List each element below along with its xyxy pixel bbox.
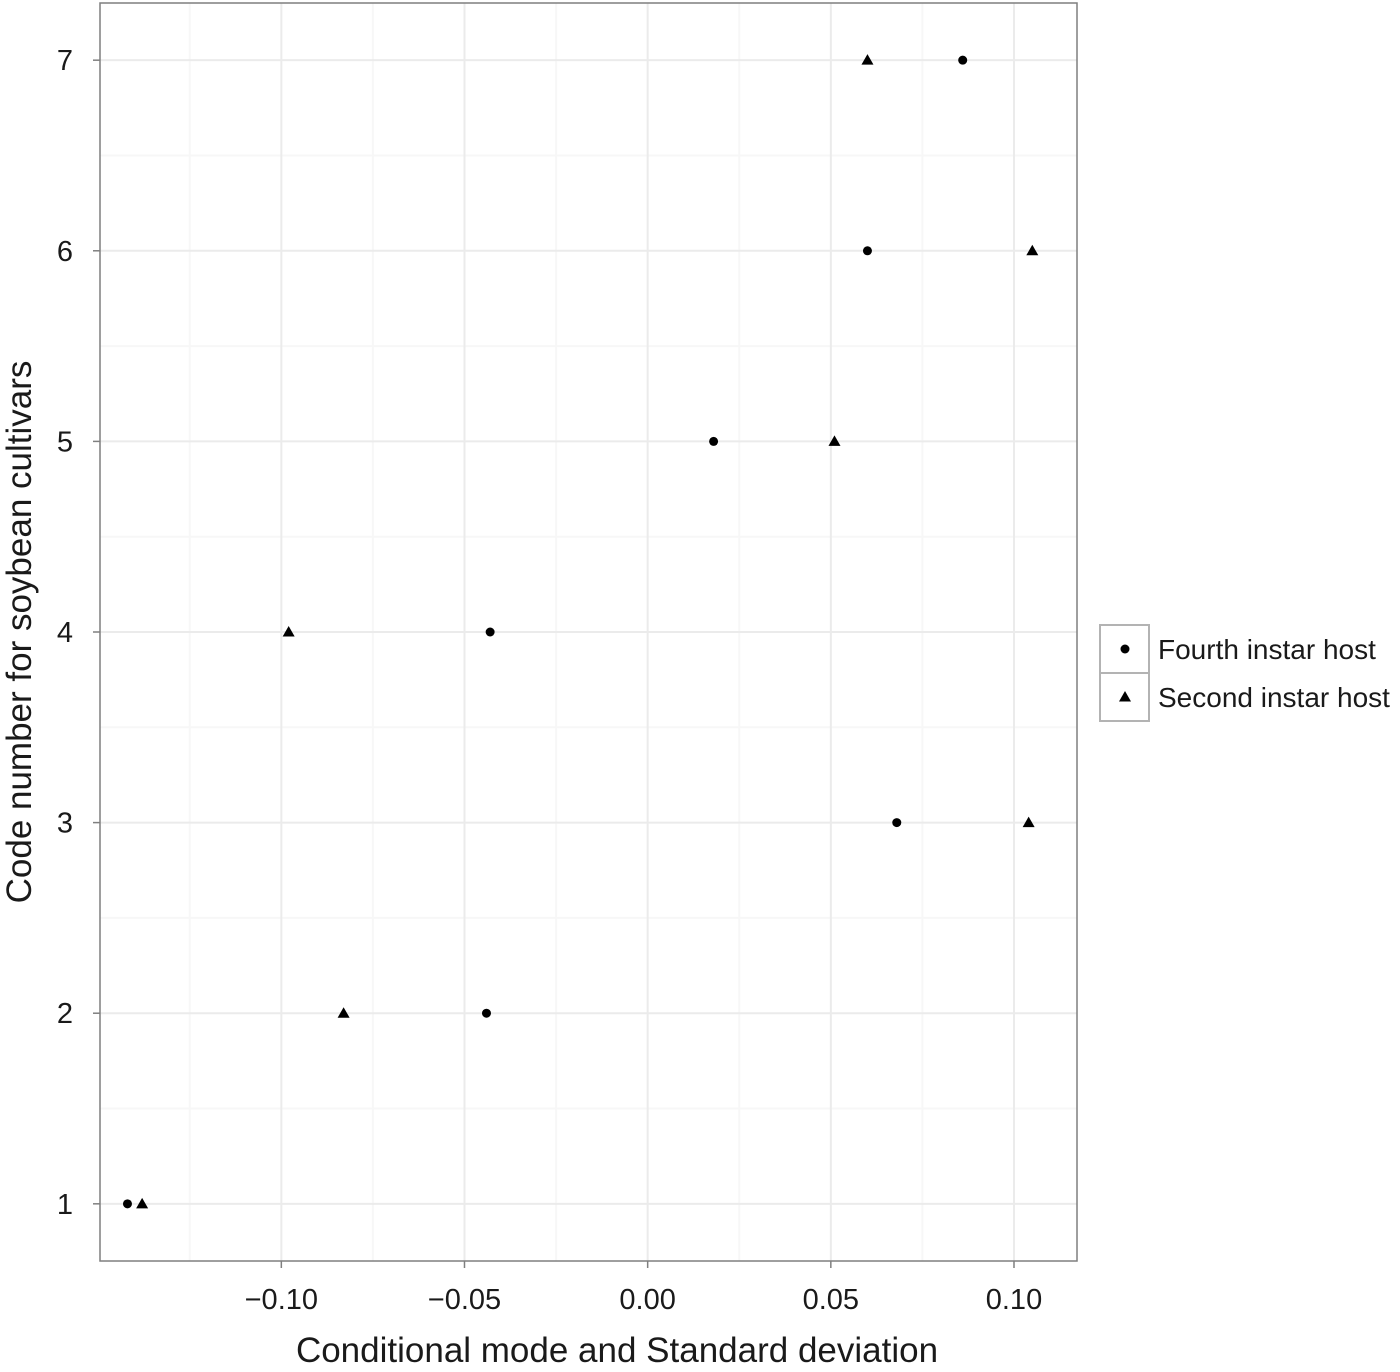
legend: Fourth instar host Second instar host [1099, 624, 1390, 722]
x-tick-label: 0.10 [986, 1284, 1042, 1316]
y-tick-label: 5 [57, 426, 73, 458]
legend-circle-icon [1120, 644, 1130, 654]
y-tick-label: 3 [57, 808, 73, 840]
legend-label: Fourth instar host [1158, 634, 1376, 665]
y-tick-label: 2 [57, 998, 73, 1030]
y-tick-label: 1 [57, 1189, 73, 1221]
second-instar-point [828, 435, 841, 446]
fourth-instar-point [892, 818, 902, 828]
x-tick-label: −0.10 [245, 1284, 318, 1316]
legend-triangle-icon [1119, 691, 1131, 702]
second-instar-point [861, 54, 874, 65]
second-instar-point [337, 1007, 350, 1018]
y-axis: 1 2 3 4 5 6 7 [57, 45, 100, 1221]
y-tick-label: 4 [57, 617, 73, 649]
legend-label: Second instar host [1158, 682, 1390, 713]
x-tick-label: 0.05 [803, 1284, 859, 1316]
y-tick-label: 7 [57, 45, 73, 77]
fourth-instar-point [485, 627, 495, 637]
x-axis: −0.10 −0.05 0.00 0.05 0.10 [245, 1261, 1042, 1316]
fourth-instar-point [958, 55, 968, 65]
fourth-instar-point [481, 1008, 491, 1018]
second-instar-point [1022, 816, 1035, 828]
y-tick-label: 6 [57, 236, 73, 268]
second-instar-point [282, 626, 295, 637]
data-points [122, 54, 1039, 1209]
y-axis-title: Code number for soybean cultivars [0, 361, 39, 904]
x-tick-label: −0.05 [428, 1284, 501, 1316]
x-tick-label: 0.00 [619, 1284, 675, 1316]
major-grid [100, 3, 1077, 1261]
fourth-instar-point [709, 436, 719, 446]
fourth-instar-point [122, 1199, 132, 1209]
second-instar-point [136, 1197, 149, 1209]
second-instar-point [1026, 244, 1039, 256]
x-axis-title: Conditional mode and Standard deviation [296, 1331, 938, 1367]
fourth-instar-point [862, 246, 872, 256]
